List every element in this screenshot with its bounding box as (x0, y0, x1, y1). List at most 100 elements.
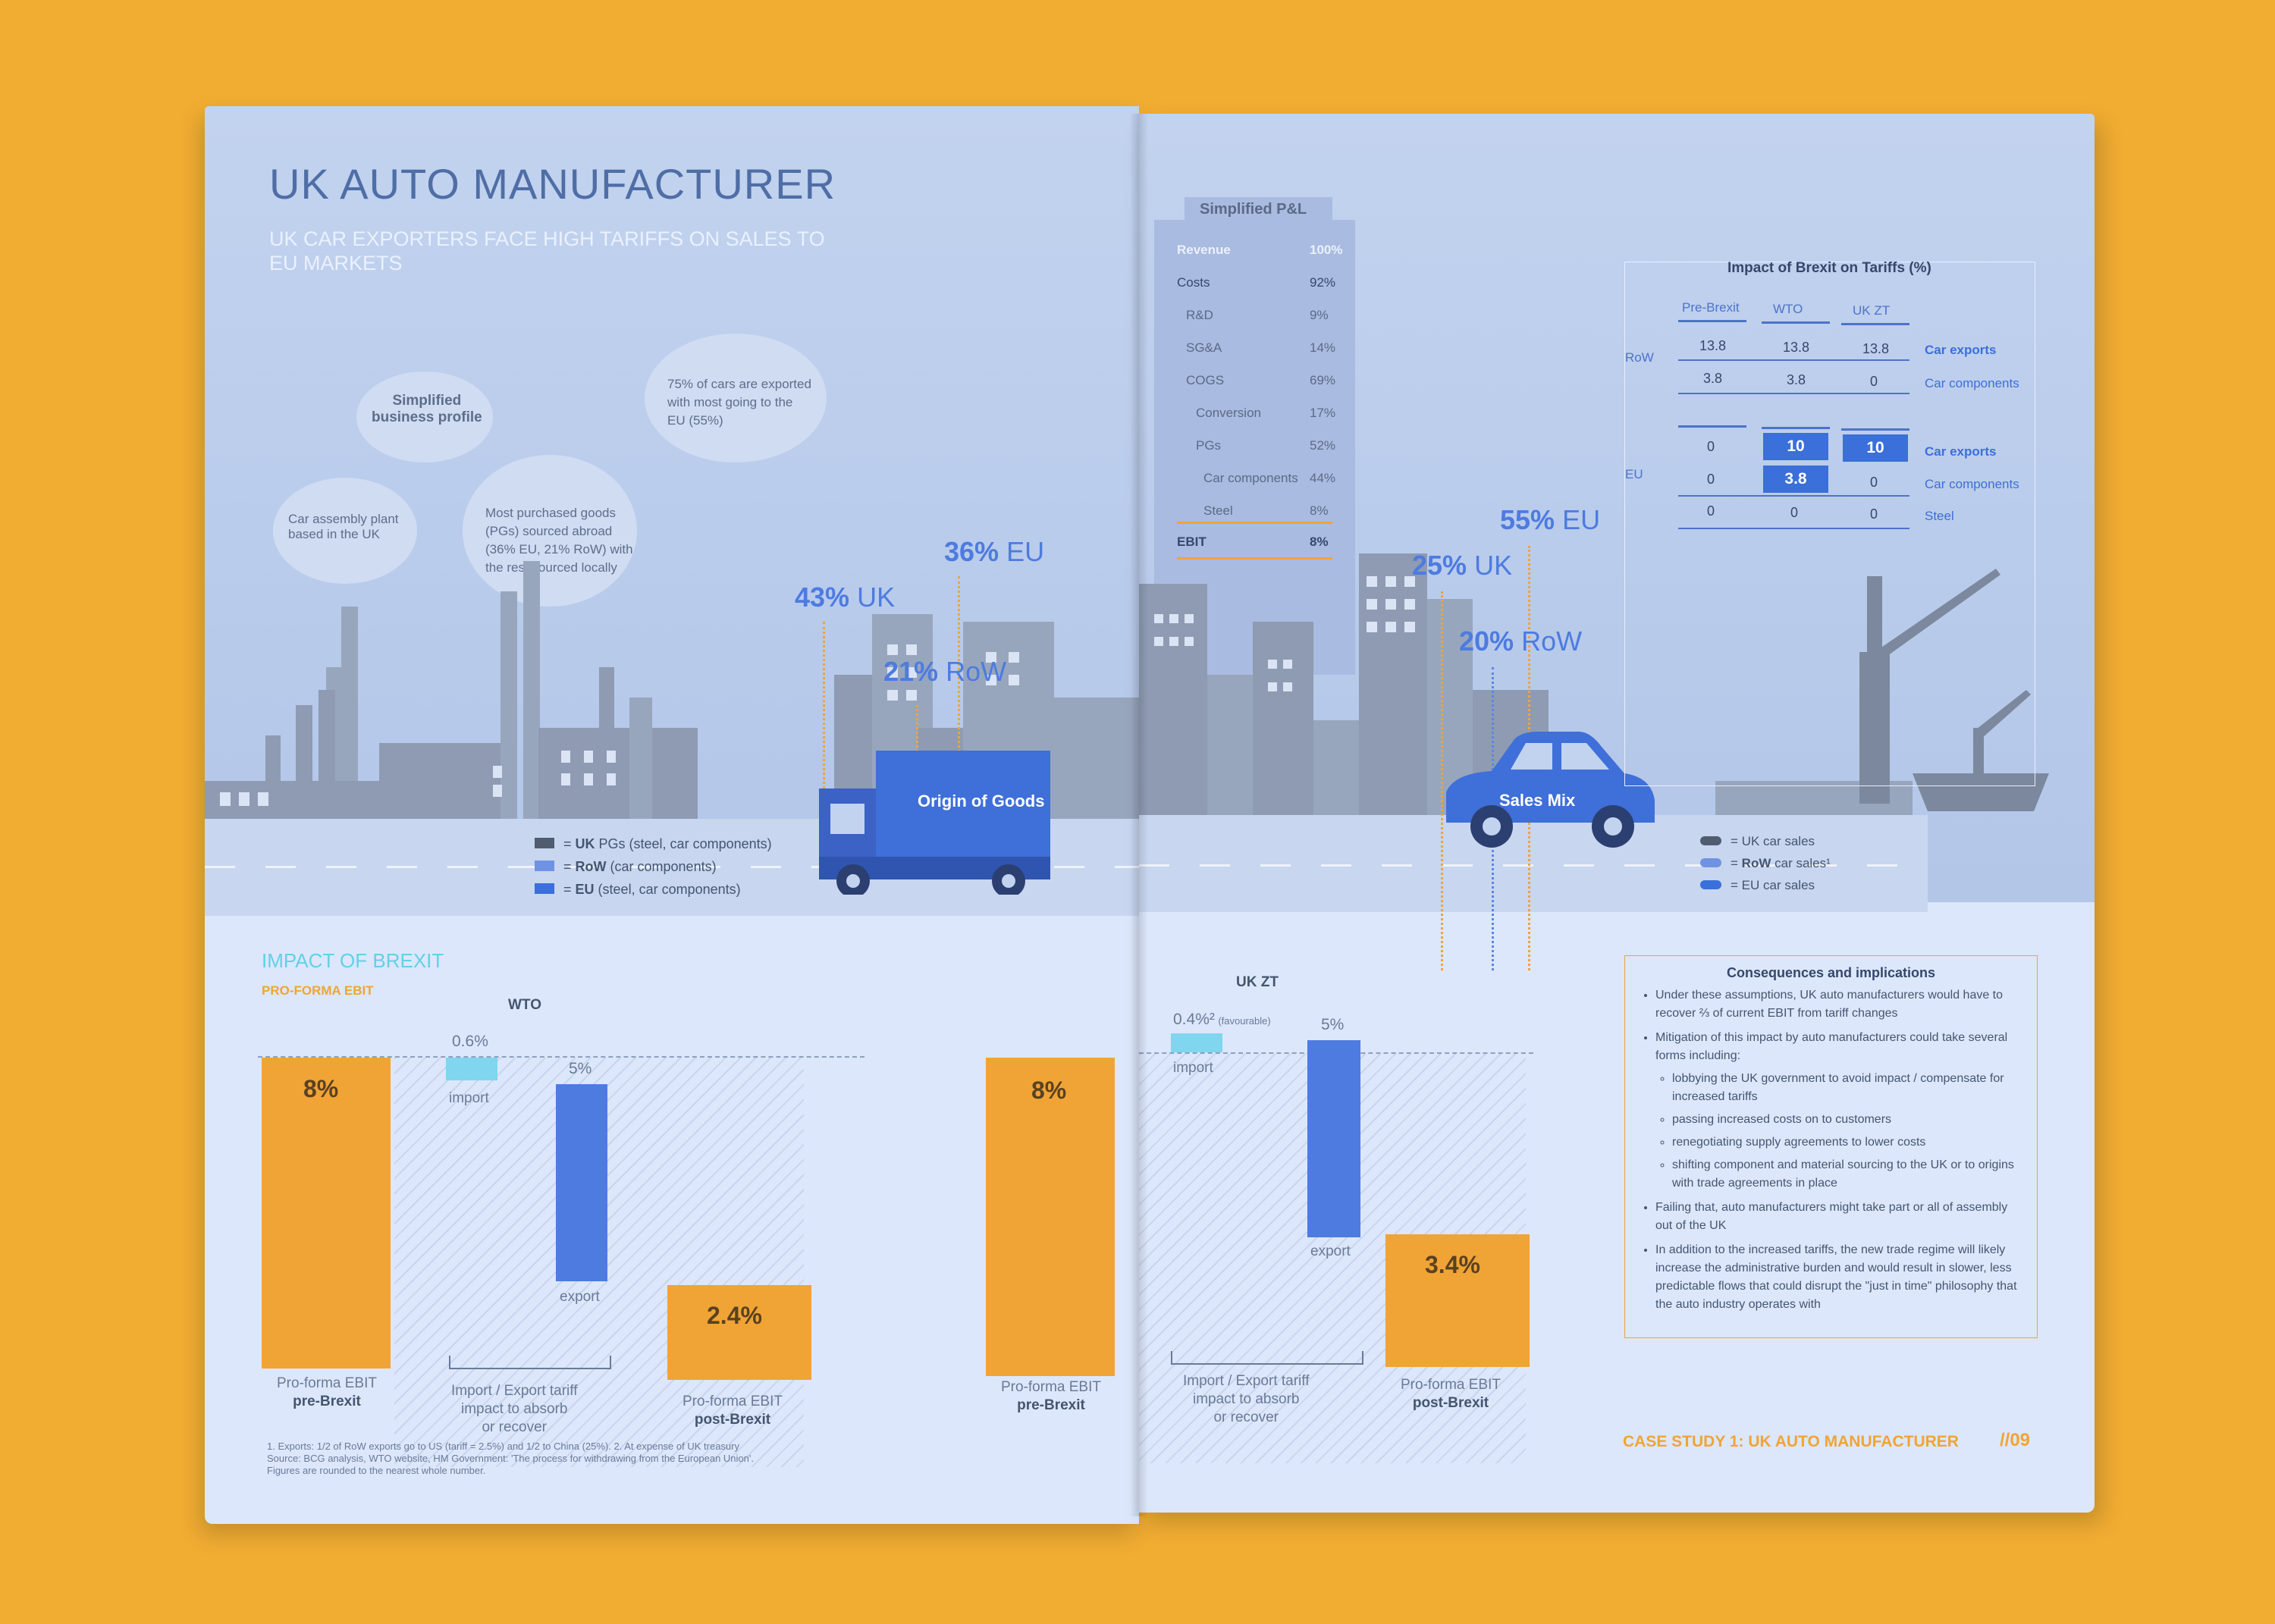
wto-pre-value: 8% (303, 1075, 339, 1102)
legend-eu-text: (steel, car components) (594, 882, 741, 897)
origin-row-pct: 21% (883, 656, 939, 687)
car-legend-row: = RoW car sales¹ (1700, 852, 1831, 874)
truck-icon (819, 751, 1050, 895)
wto-import-bar (446, 1058, 497, 1080)
ukzt-post-bar (1385, 1234, 1530, 1367)
cloud-shape (273, 478, 417, 584)
wto-post-caption: Pro-forma EBIT post-Brexit (682, 1393, 783, 1429)
origin-uk: 43% UK (795, 582, 895, 613)
page-subtitle-line2: EU MARKETS (269, 252, 403, 274)
tariff-header-rule (1762, 427, 1830, 429)
tariff-cell: 0 (1870, 374, 1878, 389)
cloud-assembly-text: Car assembly plant based in the UK (288, 512, 399, 541)
wto-pre-bar (262, 1058, 391, 1368)
pl-row: Revenue 100% (1177, 243, 1342, 258)
tariff-table: Impact of Brexit on Tariffs (%) Pre-Brex… (1624, 260, 2035, 786)
tariff-row-rule (1678, 393, 1909, 394)
ukzt-import-label: import (1173, 1060, 1213, 1076)
pl-value: 8% (1310, 535, 1329, 549)
tariff-row-label: Steel (1925, 509, 1954, 523)
cloud-shape (356, 372, 493, 462)
ukzt-export-value: 5% (1321, 1016, 1345, 1033)
pl-ebit-line (1177, 522, 1332, 524)
pl-value: 17% (1310, 406, 1336, 420)
tariff-row-label: Car components (1925, 376, 2019, 390)
car-legend-uk: = UK car sales (1700, 830, 1831, 852)
sales-uk-pct: 25% (1412, 550, 1467, 581)
ukzt-pre-bar (986, 1058, 1115, 1376)
right-page: Simplified P&L Revenue 100% Costs 92% R&D 9… (1139, 114, 2095, 1513)
tariff-group-eu: EU (1625, 467, 1643, 481)
legend-item-eu: = EU (steel, car components) (535, 878, 772, 901)
pl-label: SG&A (1186, 340, 1222, 355)
origin-uk-label: UK (857, 582, 896, 613)
pl-value: 52% (1310, 438, 1336, 453)
pl-row: Conversion 17% (1196, 406, 1336, 421)
tariff-col-ukzt: UK ZT (1853, 303, 1891, 318)
consequences-title: Consequences and implications (1726, 965, 1936, 980)
sales-uk: 25% UK (1412, 550, 1512, 582)
page-number: //09 (2000, 1430, 2031, 1450)
pl-value: 100% (1310, 243, 1343, 257)
ukzt-export-label: export (1310, 1243, 1351, 1259)
pl-label: Revenue (1177, 243, 1231, 257)
sales-uk-label: UK (1474, 550, 1513, 581)
tariff-header-rule (1762, 321, 1830, 324)
consequences-list: Under these assumptions, UK auto manufac… (1642, 986, 2020, 1314)
impact-subtitle: PRO-FORMA EBIT (262, 983, 374, 998)
pl-value: 8% (1310, 503, 1329, 518)
wto-post-caption-line2: post-Brexit (694, 1412, 771, 1428)
wto-heading: WTO (508, 997, 541, 1013)
consequence-item: Failing that, auto manufacturers might t… (1655, 1199, 2020, 1235)
left-page: UK AUTO MANUFACTURER UK CAR EXPORTERS FA… (205, 106, 1139, 1524)
sales-eu-pct: 55% (1500, 504, 1555, 535)
tariff-cell: 0 (1707, 503, 1715, 519)
consequence-subitem: lobbying the UK government to avoid impa… (1672, 1070, 2020, 1106)
ukzt-mid-bracket (1171, 1351, 1363, 1365)
pl-value: 44% (1310, 471, 1336, 485)
car-legend-row-bold: RoW (1741, 856, 1771, 870)
impact-title: IMPACT OF BREXIT (262, 949, 444, 972)
pl-label: Conversion (1196, 406, 1261, 420)
car-label: Sales Mix (1499, 791, 1576, 810)
cloud-shape (645, 334, 827, 462)
truck-icon (535, 883, 554, 894)
tariff-row-label: Car exports (1925, 444, 1997, 459)
pl-row: PGs 52% (1196, 438, 1336, 453)
footnote-line2: Source: BCG analysis, WTO website, HM Go… (267, 1453, 754, 1464)
tariff-cell: 0 (1707, 472, 1715, 487)
tariff-header-rule (1841, 323, 1909, 325)
car-icon (1700, 836, 1721, 845)
consequence-item: Under these assumptions, UK auto manufac… (1655, 986, 2020, 1023)
pl-value: 14% (1310, 340, 1336, 355)
ukzt-mid-caption: Import / Export tariff impact to absorb … (1183, 1373, 1310, 1425)
ukzt-pre-caption-line1: Pro-forma EBIT (1001, 1379, 1101, 1395)
tariff-cell: 0 (1870, 506, 1878, 522)
consequence-text: Mitigation of this impact by auto manufa… (1655, 1031, 2008, 1062)
tariff-cell: 13.8 (1783, 340, 1810, 355)
ukzt-pre-value: 8% (1031, 1077, 1067, 1104)
page-title: UK AUTO MANUFACTURER (269, 160, 836, 208)
eu-origin-guide (958, 576, 960, 879)
wto-post-caption-line1: Pro-forma EBIT (682, 1394, 783, 1409)
tariff-row-rule (1678, 359, 1909, 361)
tariff-cell: 0 (1870, 475, 1878, 490)
cloud-export-text: 75% of cars are exported with most going… (667, 377, 811, 428)
truck-label: Origin of Goods (918, 792, 1045, 810)
legend-item-row: = RoW (car components) (535, 855, 772, 878)
road (1139, 815, 1928, 912)
car-legend-uk-text: UK car sales (1741, 834, 1815, 848)
ukzt-import-value: 0.4%² (favourable) (1173, 1011, 1271, 1029)
car-legend: = UK car sales = RoW car sales¹ = EU car… (1700, 830, 1831, 896)
tariff-cell: 0 (1707, 439, 1715, 454)
pl-label: Car components (1203, 471, 1298, 485)
pl-label: PGs (1196, 438, 1222, 453)
book-spine (1130, 114, 1148, 1516)
ukzt-post-value: 3.4% (1425, 1251, 1480, 1278)
tariff-cell: 3.8 (1703, 371, 1723, 386)
ukzt-import-bar (1171, 1033, 1222, 1052)
ukzt-import-value-text: 0.4%² (1173, 1011, 1215, 1028)
tariff-row-rule (1678, 528, 1909, 529)
page-subtitle-line1: UK CAR EXPORTERS FACE HIGH TARIFFS ON SA… (269, 227, 825, 250)
tariff-row-label: Car exports (1925, 343, 1997, 357)
